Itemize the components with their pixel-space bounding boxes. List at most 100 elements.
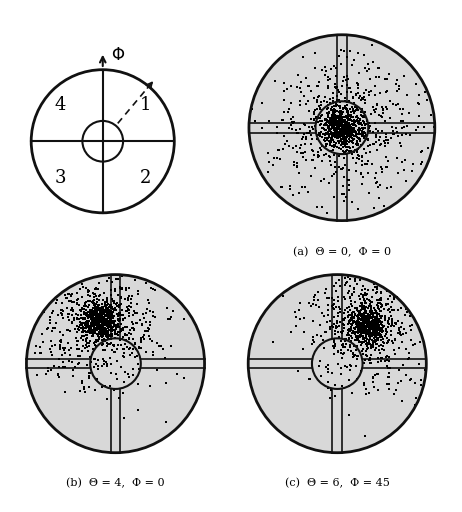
Point — [303, 133, 310, 141]
Point — [280, 96, 287, 104]
Point — [109, 314, 117, 322]
Point — [107, 322, 115, 330]
Point — [84, 327, 91, 335]
Point — [375, 346, 383, 354]
Point — [109, 308, 117, 316]
Point — [357, 290, 365, 298]
Point — [385, 315, 393, 323]
Point — [94, 331, 102, 339]
Point — [399, 110, 406, 118]
Point — [361, 314, 368, 322]
Point — [369, 374, 377, 382]
Point — [359, 325, 367, 333]
Point — [128, 324, 136, 332]
Point — [379, 109, 387, 117]
Point — [91, 341, 99, 349]
Point — [346, 325, 353, 333]
Point — [337, 370, 345, 378]
Point — [359, 321, 366, 329]
Point — [88, 320, 95, 328]
Point — [44, 365, 52, 373]
Point — [80, 308, 87, 316]
Point — [340, 320, 347, 328]
Point — [377, 317, 384, 326]
Point — [336, 133, 344, 141]
Point — [335, 114, 342, 122]
Point — [288, 118, 295, 126]
Point — [330, 125, 337, 134]
Point — [322, 285, 330, 293]
Point — [115, 309, 122, 317]
Point — [379, 342, 387, 350]
Point — [370, 374, 377, 382]
Point — [148, 336, 155, 345]
Point — [364, 318, 371, 327]
Point — [373, 321, 381, 329]
Point — [87, 314, 94, 322]
Point — [103, 306, 110, 314]
Point — [395, 324, 403, 332]
Point — [328, 119, 336, 127]
Point — [132, 276, 139, 284]
Point — [334, 101, 341, 109]
Point — [344, 329, 352, 337]
Point — [375, 317, 382, 326]
Point — [388, 317, 395, 325]
Point — [313, 203, 321, 211]
Point — [346, 121, 353, 130]
Point — [107, 354, 114, 362]
Point — [355, 335, 362, 343]
Point — [78, 379, 85, 387]
Point — [331, 111, 339, 119]
Point — [350, 287, 358, 295]
Point — [367, 310, 375, 318]
Point — [377, 336, 384, 344]
Point — [314, 131, 321, 139]
Point — [341, 123, 349, 131]
Point — [359, 309, 366, 317]
Point — [346, 116, 353, 124]
Point — [329, 89, 336, 97]
Point — [381, 312, 389, 321]
Point — [371, 319, 379, 328]
Point — [401, 311, 409, 319]
Point — [116, 317, 123, 326]
Point — [358, 331, 365, 339]
Point — [103, 309, 110, 317]
Point — [364, 323, 371, 331]
Point — [90, 322, 97, 330]
Point — [180, 315, 188, 323]
Point — [330, 102, 337, 111]
Point — [115, 319, 122, 328]
Point — [342, 117, 349, 125]
Point — [173, 370, 181, 378]
Point — [116, 328, 123, 336]
Point — [305, 82, 312, 90]
Point — [331, 131, 338, 139]
Point — [360, 309, 368, 317]
Point — [114, 321, 121, 329]
Point — [370, 320, 377, 328]
Point — [323, 294, 330, 302]
Point — [115, 275, 122, 283]
Point — [103, 360, 110, 368]
Point — [300, 92, 308, 100]
Point — [340, 349, 347, 357]
Point — [327, 120, 334, 128]
Point — [369, 344, 376, 352]
Point — [352, 297, 359, 306]
Point — [414, 99, 422, 107]
Point — [324, 129, 332, 137]
Point — [156, 342, 163, 350]
Point — [340, 197, 348, 205]
Point — [335, 114, 343, 122]
Point — [338, 124, 345, 133]
Point — [345, 138, 353, 146]
Point — [100, 322, 107, 330]
Point — [96, 314, 103, 322]
Point — [76, 387, 84, 395]
Point — [86, 322, 93, 330]
Point — [353, 352, 361, 360]
Point — [317, 100, 325, 109]
Point — [68, 290, 75, 298]
